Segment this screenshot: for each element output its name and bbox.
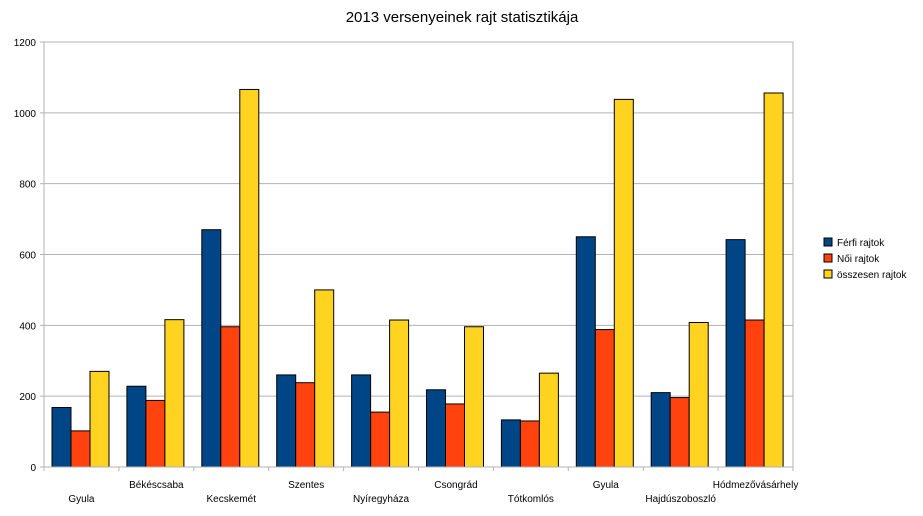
bar (594, 329, 615, 468)
x-category-label: Tótkomlós (508, 494, 554, 505)
bar (314, 289, 335, 468)
bar (126, 385, 147, 468)
bar (725, 239, 746, 468)
x-axis-categories: Gyula Békéscsaba Kecskemét Szentes Nyíregyhá… (68, 480, 798, 505)
y-tick-label: 200 (19, 392, 36, 403)
bar (538, 372, 559, 468)
legend-swatch (823, 269, 833, 279)
bar (145, 399, 166, 468)
y-tick-label: 400 (19, 321, 36, 332)
bar (669, 397, 690, 468)
bar (575, 236, 596, 468)
bar (370, 411, 391, 468)
axes (43, 41, 794, 471)
x-category-label: Kecskemét (207, 494, 257, 505)
y-tick-label: 800 (19, 180, 36, 191)
bar (164, 319, 185, 468)
legend-label: összesen rajtok (837, 270, 907, 281)
legend: Férfi rajtok Női rajtok összesen rajtok (823, 237, 907, 281)
x-category-label: Szentes (288, 480, 324, 491)
bar (464, 326, 484, 468)
bar (500, 419, 521, 468)
x-category-label: Csongrád (434, 480, 477, 491)
bar (613, 98, 634, 468)
y-tick-label: 1000 (14, 109, 37, 120)
bar (220, 326, 241, 468)
bars (51, 88, 784, 468)
y-tick-label: 0 (30, 463, 36, 474)
bar (744, 319, 765, 468)
x-category-label: Nyíregyháza (353, 494, 410, 505)
x-category-label: Gyula (68, 494, 95, 505)
x-category-label: Békéscsaba (129, 480, 184, 491)
bar (295, 382, 316, 468)
legend-swatch (823, 237, 833, 247)
x-category-label: Hajdúszoboszló (645, 494, 716, 505)
bar (519, 420, 540, 468)
legend-label: Női rajtok (837, 254, 880, 265)
x-category-label: Gyula (593, 480, 620, 491)
bar (276, 374, 297, 468)
bar (426, 389, 446, 468)
bar (688, 322, 709, 468)
bar (445, 403, 465, 468)
bar (763, 92, 784, 468)
bar (389, 319, 410, 468)
bar (51, 407, 72, 468)
legend-swatch (823, 253, 833, 263)
legend-label: Férfi rajtok (837, 238, 885, 249)
bar (89, 370, 110, 468)
bar (239, 88, 260, 468)
bar (351, 374, 372, 468)
bar (70, 430, 91, 468)
y-axis-ticks: 0 200 400 600 800 1000 1200 (14, 38, 44, 474)
chart-title: 2013 versenyeinek rajt statisztikája (346, 9, 579, 26)
bar (650, 392, 671, 468)
bar (201, 229, 222, 468)
y-tick-label: 1200 (14, 38, 37, 49)
x-category-label: Hódmezővásárhely (713, 480, 799, 491)
y-tick-label: 600 (19, 251, 36, 262)
